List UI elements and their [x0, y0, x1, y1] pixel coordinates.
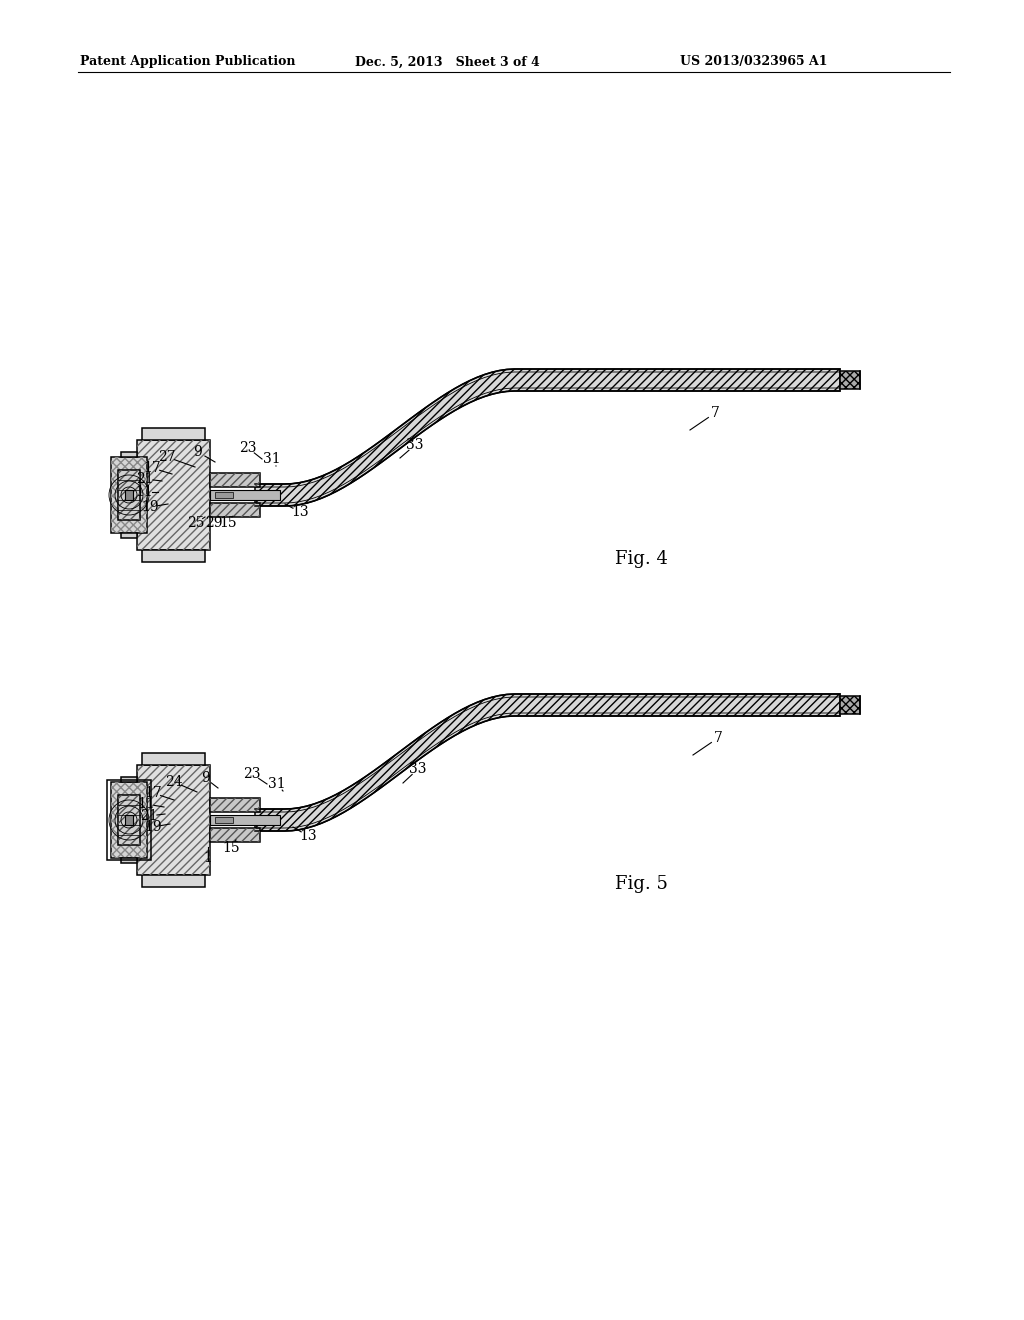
Bar: [137, 766, 210, 875]
Bar: [137, 440, 210, 550]
Bar: [137, 766, 210, 875]
Text: 17: 17: [144, 785, 162, 800]
Bar: [111, 781, 147, 858]
Bar: [210, 814, 280, 825]
Bar: [215, 492, 233, 498]
Bar: [210, 490, 280, 500]
Text: 11: 11: [135, 484, 153, 499]
Bar: [210, 473, 260, 487]
Text: 9: 9: [194, 445, 203, 459]
Text: 23: 23: [244, 767, 261, 781]
Bar: [210, 828, 260, 842]
Bar: [840, 696, 860, 714]
Text: 33: 33: [410, 762, 427, 776]
Text: 7: 7: [711, 407, 720, 420]
Bar: [142, 550, 205, 562]
Bar: [121, 533, 137, 539]
Text: US 2013/0323965 A1: US 2013/0323965 A1: [680, 55, 827, 69]
Text: 21: 21: [140, 809, 158, 822]
Bar: [210, 503, 260, 517]
Bar: [111, 457, 147, 533]
Bar: [106, 780, 151, 861]
Text: 1: 1: [204, 851, 212, 865]
Text: 29: 29: [205, 516, 223, 531]
Text: Patent Application Publication: Patent Application Publication: [80, 55, 296, 69]
Bar: [210, 503, 260, 517]
Text: 7: 7: [714, 731, 723, 744]
Bar: [210, 799, 260, 812]
Text: Dec. 5, 2013   Sheet 3 of 4: Dec. 5, 2013 Sheet 3 of 4: [355, 55, 540, 69]
Text: 21: 21: [136, 473, 154, 486]
Text: 27: 27: [158, 450, 176, 465]
Bar: [142, 875, 205, 887]
Text: 17: 17: [143, 461, 161, 475]
Text: 9: 9: [201, 771, 209, 785]
Text: 11: 11: [137, 797, 155, 810]
Text: 33: 33: [407, 438, 424, 451]
Bar: [111, 781, 147, 858]
Text: 15: 15: [222, 841, 240, 855]
Bar: [125, 814, 133, 825]
Text: 15: 15: [219, 516, 237, 531]
Text: 25: 25: [187, 516, 205, 531]
Text: Fig. 4: Fig. 4: [615, 550, 668, 568]
Bar: [121, 777, 137, 781]
Bar: [210, 473, 260, 487]
Bar: [142, 428, 205, 440]
Text: Fig. 5: Fig. 5: [615, 875, 668, 894]
Text: 23: 23: [240, 441, 257, 455]
Bar: [137, 440, 210, 550]
Text: 24: 24: [165, 775, 183, 789]
Bar: [118, 470, 140, 520]
Polygon shape: [255, 694, 840, 832]
Bar: [215, 817, 233, 822]
Bar: [840, 371, 860, 389]
Bar: [210, 828, 260, 842]
Bar: [118, 795, 140, 845]
Bar: [125, 490, 133, 500]
Text: 13: 13: [291, 506, 309, 519]
Polygon shape: [255, 370, 840, 506]
Text: 19: 19: [144, 820, 162, 834]
Bar: [210, 799, 260, 812]
Bar: [142, 752, 205, 766]
Text: 13: 13: [299, 829, 316, 843]
Bar: [121, 451, 137, 457]
Text: 19: 19: [141, 500, 159, 513]
Bar: [118, 795, 140, 845]
Bar: [121, 858, 137, 863]
Text: 31: 31: [268, 777, 286, 791]
Bar: [118, 470, 140, 520]
Text: 31: 31: [263, 451, 281, 466]
Bar: [111, 457, 147, 533]
